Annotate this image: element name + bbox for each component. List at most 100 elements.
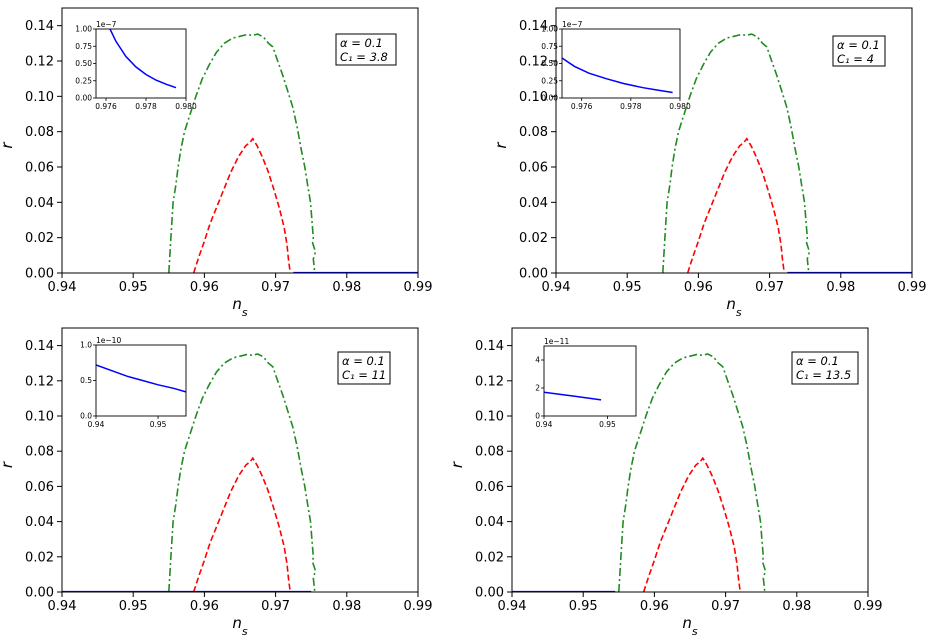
- inset-x-tick-label: 0.978: [620, 102, 642, 111]
- y-tick-label: 0.12: [25, 374, 54, 389]
- legend-c1: C₁ = 4: [837, 52, 874, 66]
- inset-x-tick-label: 0.95: [150, 420, 167, 429]
- x-tick-label: 0.97: [261, 599, 290, 614]
- inset-series-line: [562, 57, 673, 94]
- plot-frame: [61, 327, 419, 593]
- inset-background: [96, 29, 186, 98]
- inset-plot: 0.94 0.95 0 2 4 1e−11: [535, 337, 637, 429]
- legend-alpha: α = 0.1: [342, 354, 385, 368]
- inset-offset-text: 1e−11: [544, 337, 569, 346]
- y-tick-label: 0.04: [25, 196, 54, 211]
- y-tick-label: 0.04: [519, 196, 548, 211]
- x-tick-label: 0.98: [332, 280, 361, 295]
- chart-panel-1: 0.94 0.95 0.96 0.97 0.98 0.99 0.00 0.02 0.04 0.06…: [0, 7, 433, 319]
- x-tick-label: 0.99: [404, 280, 433, 295]
- y-tick-label: 0.10: [25, 410, 54, 425]
- inset-y-tick-label: 0.00: [541, 94, 558, 103]
- plot-area: [62, 353, 317, 592]
- plot-frame: [555, 7, 913, 274]
- inset-plot: 0.976 0.978 0.980 0.00 0.25 0.50 0.75 1.00 1e−7: [541, 20, 691, 111]
- x-axis-label-subscript: s: [242, 306, 248, 319]
- inset-background: [544, 346, 636, 416]
- y-tick-label: 0.14: [519, 19, 548, 34]
- x-axis-label: ns: [232, 295, 248, 319]
- inset-x-tick-label: 0.980: [175, 102, 197, 111]
- y-tick-label: 0.10: [519, 90, 548, 105]
- y-axis-label: r: [492, 142, 510, 149]
- inset-y-tick-label: 1.00: [541, 25, 558, 34]
- x-tick-label: 0.96: [190, 280, 219, 295]
- x-tick-label: 0.97: [261, 280, 290, 295]
- legend-box: [335, 33, 397, 66]
- y-axis-label: r: [448, 461, 466, 468]
- inset-y-tick-label: 0.50: [541, 59, 558, 68]
- x-tick-label: 0.97: [711, 599, 740, 614]
- y-axis-label: r: [0, 461, 16, 468]
- plot-frame: [61, 7, 419, 274]
- inset-x-tick-label: 0.976: [95, 102, 117, 111]
- legend-c1: C₁ = 11: [342, 368, 386, 382]
- x-tick-label: 0.98: [782, 599, 811, 614]
- y-tick-label: 0.12: [519, 55, 548, 70]
- inset-y-tick-label: 1.0: [80, 341, 92, 350]
- x-axis-label-subscript: s: [242, 625, 248, 637]
- inset-x-tick-label: 0.980: [669, 102, 691, 111]
- y-tick-label: 0.10: [475, 410, 504, 425]
- legend-box: [832, 35, 886, 67]
- contour-inner: [192, 137, 291, 273]
- y-tick-label: 0.04: [25, 515, 54, 530]
- y-tick-label: 0.08: [25, 125, 54, 140]
- x-tick-label: 0.98: [332, 599, 361, 614]
- inset-y-tick-label: 2: [535, 384, 540, 393]
- legend-box: [337, 351, 391, 385]
- contour-outer: [168, 33, 317, 273]
- inset-x-tick-label: 0.94: [88, 420, 105, 429]
- inset-series-line: [544, 391, 602, 401]
- x-tick-label: 0.94: [542, 280, 571, 295]
- legend-c1: C₁ = 13.5: [796, 368, 851, 382]
- contour-inner: [686, 137, 785, 273]
- x-tick-label: 0.94: [498, 599, 527, 614]
- y-tick-label: 0.02: [25, 231, 54, 246]
- y-tick-label: 0.12: [25, 55, 54, 70]
- inset-offset-text: 1e−7: [96, 20, 117, 29]
- x-tick-label: 0.96: [684, 280, 713, 295]
- inset-y-tick-label: 0: [535, 412, 540, 421]
- inset-offset-text: 1e−10: [96, 336, 121, 345]
- inset-x-tick-label: 0.94: [536, 420, 553, 429]
- inset-background: [562, 29, 680, 98]
- y-tick-label: 0.02: [25, 550, 54, 565]
- x-tick-label: 0.98: [826, 280, 855, 295]
- y-tick-label: 0.06: [475, 480, 504, 495]
- y-tick-label: 0.12: [475, 374, 504, 389]
- chart-panel-2: 0.94 0.95 0.96 0.97 0.98 0.99 0.00 0.02 0.04 0.06…: [492, 7, 926, 319]
- inset-x-tick-label: 0.978: [135, 102, 157, 111]
- contour-inner: [192, 456, 291, 592]
- y-tick-label: 0.08: [519, 125, 548, 140]
- x-axis-label: ns: [726, 295, 742, 319]
- inset-y-tick-label: 0.0: [80, 412, 92, 421]
- y-tick-label: 0.14: [475, 339, 504, 354]
- inset-plot: 0.976 0.978 0.980 0.00 0.25 0.50 0.75 1.00 1e−7: [75, 20, 197, 111]
- y-tick-label: 0.08: [25, 445, 54, 460]
- inset-offset-text: 1e−7: [562, 20, 583, 29]
- inset-series-line: [96, 364, 186, 393]
- x-tick-label: 0.97: [755, 280, 784, 295]
- x-tick-label: 0.95: [119, 280, 148, 295]
- y-tick-label: 0.00: [519, 267, 548, 282]
- inset-y-tick-label: 1.00: [75, 25, 92, 34]
- inset-y-tick-label: 0.75: [75, 42, 92, 51]
- plot-area: [662, 33, 912, 273]
- inset-y-tick-label: 0.00: [75, 94, 92, 103]
- x-tick-label: 0.96: [640, 599, 669, 614]
- contour-outer: [168, 353, 317, 592]
- x-axis-label-subscript: s: [692, 625, 698, 637]
- inset-series-line: [109, 29, 177, 89]
- inset-plot: 0.94 0.95 0.0 0.5 1.0 1e−10: [80, 336, 187, 429]
- y-tick-label: 0.04: [475, 515, 504, 530]
- plot-frame: [511, 327, 869, 593]
- inset-y-tick-label: 0.75: [541, 42, 558, 51]
- inset-y-tick-label: 0.25: [75, 76, 92, 85]
- x-axis-label-subscript: s: [736, 306, 742, 319]
- y-tick-label: 0.10: [25, 90, 54, 105]
